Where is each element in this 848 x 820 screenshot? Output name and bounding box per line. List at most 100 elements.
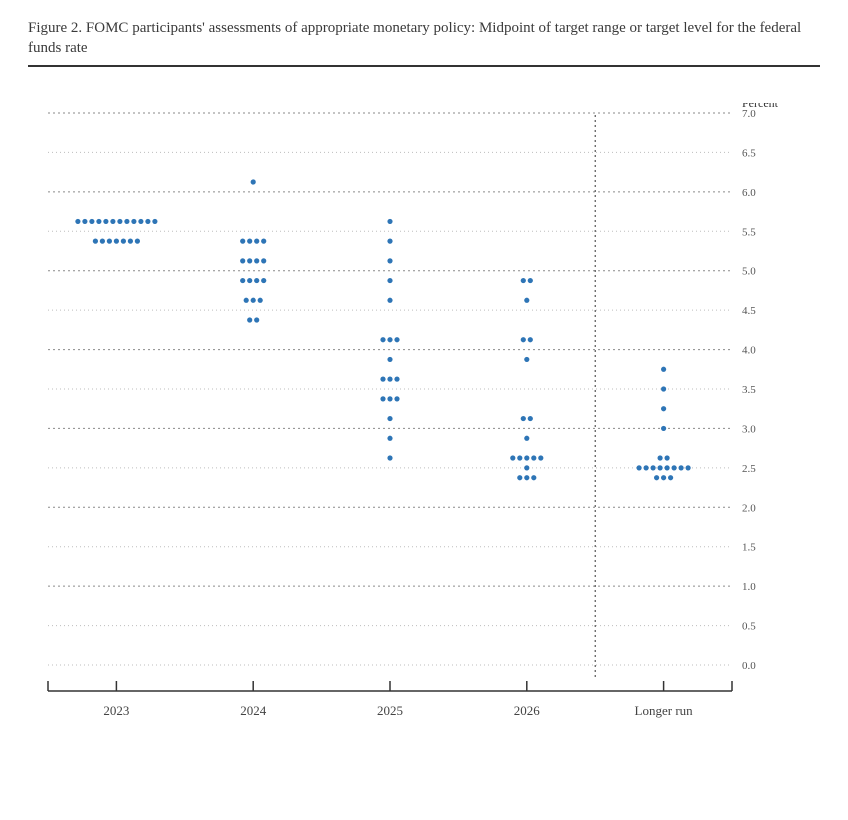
dot	[524, 475, 529, 480]
dot	[261, 277, 266, 282]
figure-label: Figure 2.	[28, 20, 82, 36]
dot	[517, 455, 522, 460]
dot	[110, 218, 115, 223]
dot	[387, 297, 392, 302]
dot	[387, 415, 392, 420]
dot	[240, 258, 245, 263]
dot	[661, 366, 666, 371]
dot	[387, 277, 392, 282]
dot	[247, 277, 252, 282]
dot	[254, 258, 259, 263]
dot	[521, 337, 526, 342]
dot	[658, 465, 663, 470]
dot	[75, 218, 80, 223]
y-tick-label: 0.5	[742, 620, 756, 632]
dot	[152, 218, 157, 223]
dot	[668, 475, 673, 480]
dot	[679, 465, 684, 470]
dot	[387, 337, 392, 342]
dot	[510, 455, 515, 460]
dot	[661, 406, 666, 411]
dot	[247, 238, 252, 243]
dot	[244, 297, 249, 302]
x-tick-label: Longer run	[635, 703, 694, 718]
dot	[528, 277, 533, 282]
dot	[145, 218, 150, 223]
dot	[672, 465, 677, 470]
dot	[521, 415, 526, 420]
dot	[387, 238, 392, 243]
dot	[394, 337, 399, 342]
dot	[240, 238, 245, 243]
dot	[380, 337, 385, 342]
dot	[254, 317, 259, 322]
y-tick-label: 5.0	[742, 265, 756, 277]
dot	[661, 386, 666, 391]
y-tick-label: 1.5	[742, 541, 756, 553]
dot	[686, 465, 691, 470]
dot	[394, 376, 399, 381]
dot	[531, 455, 536, 460]
dot	[524, 356, 529, 361]
x-tick-label: 2024	[240, 703, 267, 718]
dot	[89, 218, 94, 223]
dot	[524, 465, 529, 470]
dot	[240, 277, 245, 282]
chart-svg: 0.00.51.01.52.02.53.03.54.04.55.05.56.06…	[28, 103, 788, 723]
dot	[254, 238, 259, 243]
dot	[517, 475, 522, 480]
dot	[251, 297, 256, 302]
dot	[524, 435, 529, 440]
dot	[124, 218, 129, 223]
dot	[82, 218, 87, 223]
figure-title: Figure 2. FOMC participants' assessments…	[28, 18, 820, 59]
x-tick-label: 2026	[514, 703, 541, 718]
x-tick-label: 2023	[103, 703, 129, 718]
dot	[394, 396, 399, 401]
dot	[254, 277, 259, 282]
dot	[661, 425, 666, 430]
dot	[138, 218, 143, 223]
dot	[258, 297, 263, 302]
dot	[247, 317, 252, 322]
dot	[524, 297, 529, 302]
y-tick-label: 1.0	[742, 581, 756, 593]
dot	[121, 238, 126, 243]
title-rule	[28, 65, 820, 67]
x-tick-label: 2025	[377, 703, 403, 718]
dot	[661, 475, 666, 480]
dot	[387, 435, 392, 440]
y-tick-label: 3.0	[742, 423, 756, 435]
dot	[528, 415, 533, 420]
dot	[96, 218, 101, 223]
figure-title-text: FOMC participants' assessments of approp…	[28, 20, 801, 56]
dot	[665, 455, 670, 460]
dot	[528, 337, 533, 342]
dot	[387, 455, 392, 460]
dot-plot: 0.00.51.01.52.02.53.03.54.04.55.05.56.06…	[28, 103, 820, 723]
dot	[100, 238, 105, 243]
y-tick-label: 5.5	[742, 226, 756, 238]
dot	[107, 238, 112, 243]
dot	[665, 465, 670, 470]
dot	[380, 376, 385, 381]
dot	[387, 218, 392, 223]
dot	[644, 465, 649, 470]
dot	[387, 258, 392, 263]
dot	[538, 455, 543, 460]
y-tick-label: 4.0	[742, 344, 756, 356]
dot	[117, 218, 122, 223]
dot	[380, 396, 385, 401]
y-axis-label: Percent	[742, 103, 779, 110]
dot	[521, 277, 526, 282]
figure-container: Figure 2. FOMC participants' assessments…	[0, 0, 848, 820]
dot	[524, 455, 529, 460]
dot	[531, 475, 536, 480]
dot	[387, 376, 392, 381]
dot	[654, 475, 659, 480]
dot	[387, 396, 392, 401]
y-tick-label: 2.5	[742, 462, 756, 474]
dot	[128, 238, 133, 243]
dot	[114, 238, 119, 243]
dot	[261, 258, 266, 263]
